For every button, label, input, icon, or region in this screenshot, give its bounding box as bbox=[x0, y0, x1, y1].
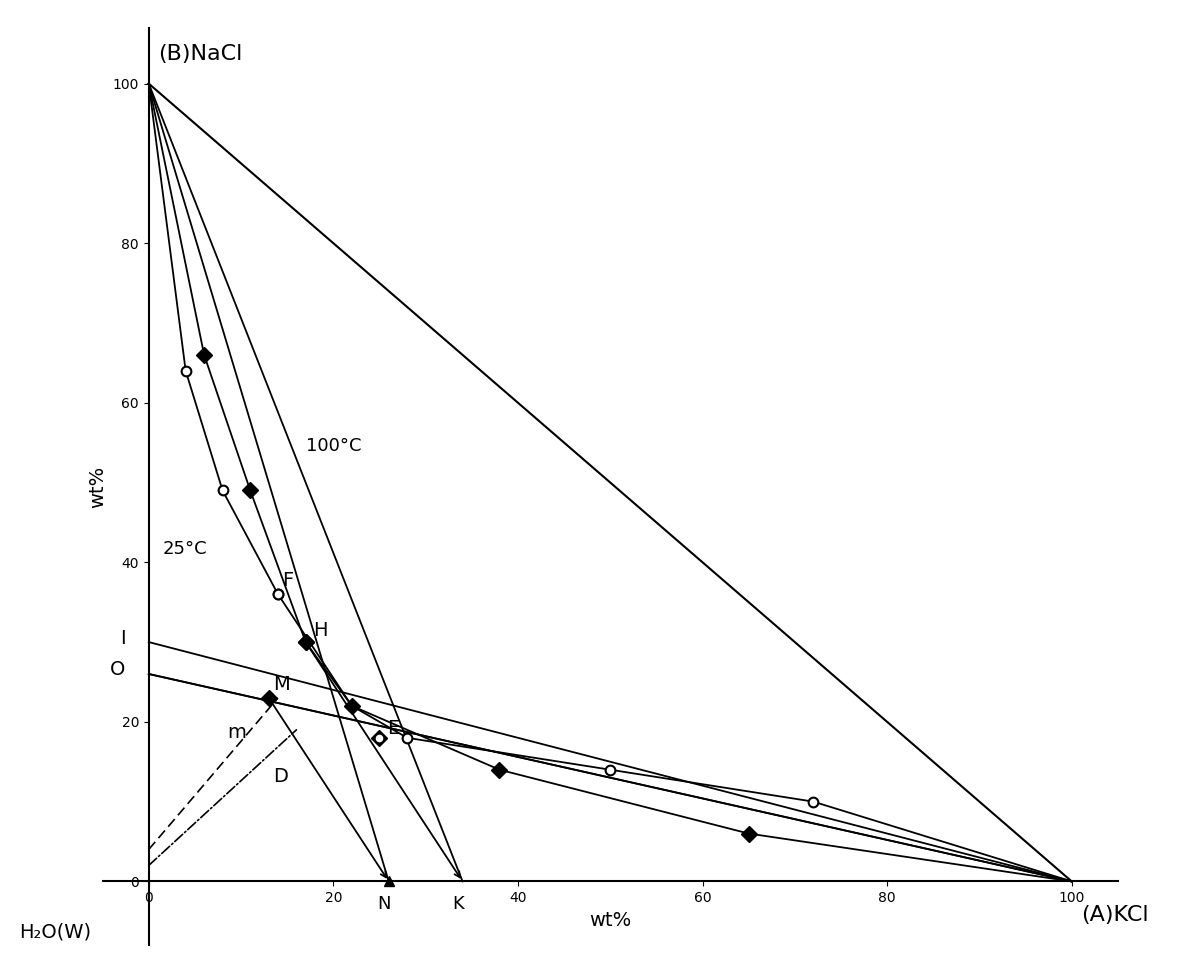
X-axis label: wt%: wt% bbox=[589, 911, 631, 929]
Text: M: M bbox=[274, 675, 290, 694]
Text: E: E bbox=[387, 719, 399, 738]
Text: m: m bbox=[227, 723, 245, 741]
Text: (B)NaCl: (B)NaCl bbox=[158, 44, 242, 63]
Y-axis label: wt%: wt% bbox=[88, 465, 107, 508]
Text: F: F bbox=[282, 571, 294, 591]
Text: I: I bbox=[120, 629, 126, 648]
Text: D: D bbox=[274, 767, 288, 785]
Text: H: H bbox=[313, 621, 328, 639]
Text: 100°C: 100°C bbox=[306, 437, 361, 454]
Text: K: K bbox=[452, 895, 464, 914]
Text: (A)KCl: (A)KCl bbox=[1081, 905, 1148, 925]
Text: H₂O(W): H₂O(W) bbox=[20, 922, 92, 941]
Text: 25°C: 25°C bbox=[163, 540, 208, 559]
Text: N: N bbox=[378, 895, 391, 914]
Text: O: O bbox=[110, 661, 126, 679]
